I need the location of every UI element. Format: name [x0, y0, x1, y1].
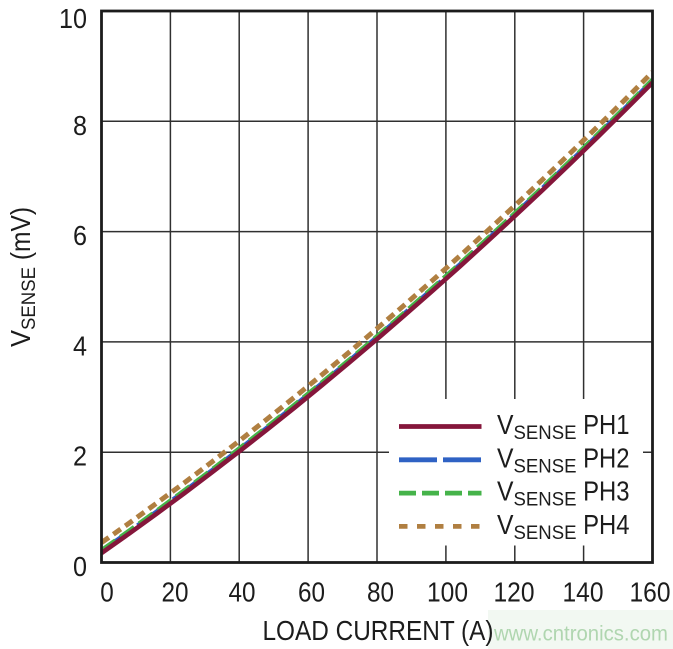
svg-text:40: 40: [229, 577, 256, 608]
svg-text:20: 20: [162, 577, 189, 608]
svg-text:60: 60: [298, 577, 325, 608]
svg-text:0: 0: [100, 577, 114, 608]
svg-text:10: 10: [59, 3, 87, 34]
svg-text:www.cntronics.com: www.cntronics.com: [493, 622, 668, 646]
svg-text:4: 4: [73, 330, 87, 361]
svg-text:LOAD CURRENT (A): LOAD CURRENT (A): [263, 615, 494, 646]
svg-text:2: 2: [73, 441, 87, 472]
svg-text:VSENSE PH2: VSENSE PH2: [497, 442, 630, 477]
svg-text:120: 120: [494, 577, 535, 608]
svg-text:6: 6: [73, 220, 87, 251]
svg-text:VSENSE PH4: VSENSE PH4: [497, 509, 630, 544]
svg-text:VSENSE PH3: VSENSE PH3: [497, 476, 630, 511]
svg-text:80: 80: [367, 577, 394, 608]
svg-text:140: 140: [563, 577, 604, 608]
svg-text:VSENSE PH1: VSENSE PH1: [497, 409, 630, 444]
svg-text:8: 8: [73, 110, 87, 141]
svg-text:160: 160: [630, 577, 671, 608]
svg-text:100: 100: [427, 577, 468, 608]
svg-text:0: 0: [73, 551, 87, 582]
svg-text:VSENSE (mV): VSENSE (mV): [5, 207, 40, 347]
